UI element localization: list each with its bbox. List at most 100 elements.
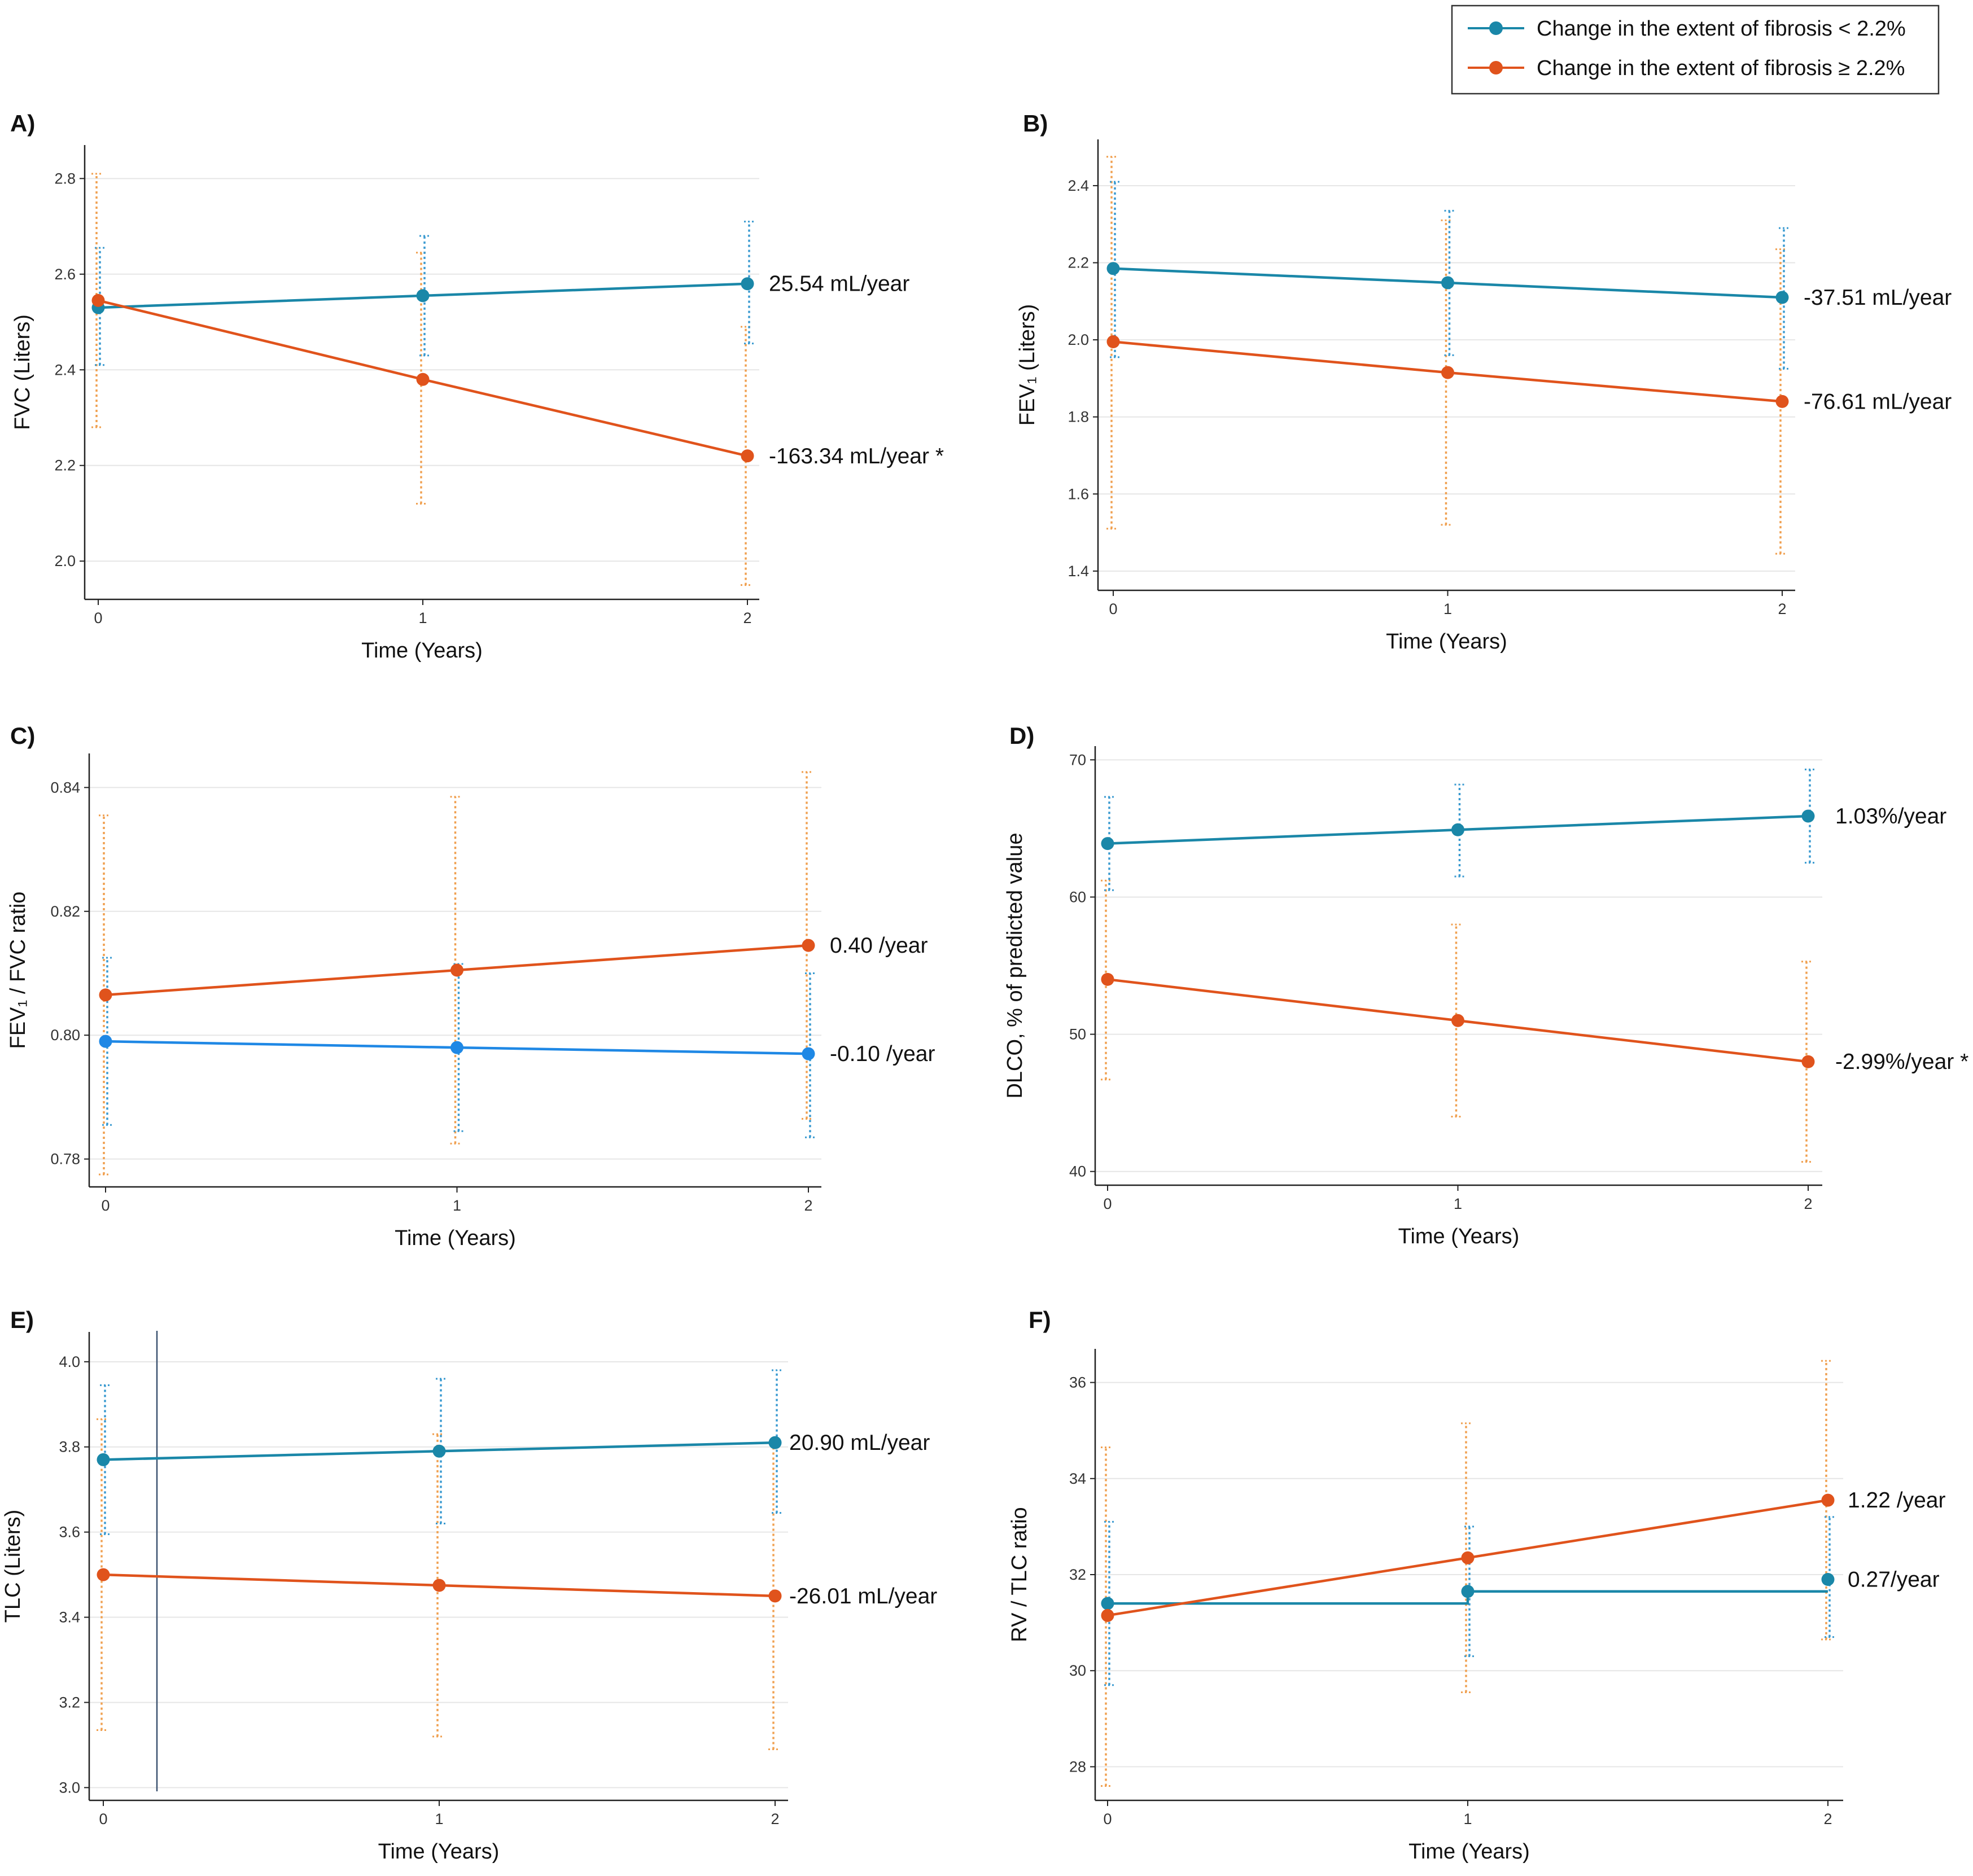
data-point-high bbox=[1441, 366, 1454, 379]
panel-label: E) bbox=[10, 1307, 34, 1333]
panel-b: 1.4 1.6 1.8 2.0 2.2 2.4 0 1 2 Time (Years) FEV₁ (L… bbox=[1016, 110, 1952, 654]
data-point-high bbox=[802, 939, 815, 952]
slope-label-high: 1.22 /year bbox=[1848, 1488, 1945, 1513]
data-point-low bbox=[802, 1047, 815, 1060]
y-axis-title: FEV₁ (Liters) bbox=[1016, 304, 1039, 426]
y-axis-title: FEV₁ / FVC ratio bbox=[6, 892, 30, 1049]
data-point-high bbox=[1101, 972, 1114, 986]
y-tick-label: 2.6 bbox=[54, 266, 76, 283]
data-point-low bbox=[1106, 262, 1120, 275]
y-axis-title: TLC (Liters) bbox=[1, 1510, 25, 1623]
panel-e: 3.0 3.2 3.4 3.6 3.8 4.0 0 1 2 Time (Years) TLC (Li… bbox=[1, 1307, 937, 1864]
x-tick-label: 1 bbox=[1463, 1811, 1472, 1827]
data-point-high bbox=[99, 988, 112, 1002]
y-tick-label: 0.78 bbox=[50, 1151, 80, 1168]
x-axis-title: Time (Years) bbox=[378, 1840, 500, 1864]
panel-label: B) bbox=[1023, 110, 1048, 137]
panel-d: 40 50 60 70 0 1 2 Time (Years) DLCO, % of predic… bbox=[1003, 722, 1968, 1248]
panel-label: F) bbox=[1029, 1307, 1051, 1333]
panel-f: 28 30 32 34 36 0 1 2 Time (Years) RV / TLC ratio F… bbox=[1008, 1307, 1945, 1864]
slope-label-low: 0.27/year bbox=[1848, 1568, 1940, 1592]
x-tick-label: 1 bbox=[418, 610, 427, 626]
y-tick-label: 40 bbox=[1069, 1163, 1086, 1180]
slope-label-low: 25.54 mL/year bbox=[769, 272, 909, 296]
y-tick-label: 1.6 bbox=[1068, 485, 1089, 502]
x-axis-title: Time (Years) bbox=[361, 639, 483, 663]
y-tick-label: 2.4 bbox=[1068, 177, 1089, 194]
x-tick-label: 0 bbox=[1103, 1811, 1112, 1827]
data-point-low bbox=[450, 1041, 463, 1054]
data-point-high bbox=[91, 293, 105, 307]
x-tick-label: 0 bbox=[94, 610, 102, 626]
y-tick-label: 3.2 bbox=[59, 1694, 80, 1711]
data-point-low bbox=[432, 1444, 446, 1458]
y-tick-label: 34 bbox=[1069, 1470, 1086, 1487]
y-tick-label: 3.8 bbox=[59, 1439, 80, 1456]
y-tick-label: 4.0 bbox=[59, 1353, 80, 1370]
data-point-low bbox=[99, 1035, 112, 1048]
slope-label-low: 1.03%/year bbox=[1835, 804, 1946, 829]
data-point-low bbox=[1775, 291, 1789, 304]
y-tick-label: 2.0 bbox=[54, 553, 76, 569]
data-point-high bbox=[1461, 1551, 1475, 1564]
y-tick-label: 60 bbox=[1069, 888, 1086, 905]
legend-marker-1 bbox=[1489, 61, 1503, 74]
x-axis-title: Time (Years) bbox=[395, 1226, 516, 1250]
data-point-high bbox=[1451, 1014, 1464, 1027]
data-point-high bbox=[1821, 1493, 1835, 1507]
y-tick-label: 2.8 bbox=[54, 170, 76, 187]
data-point-low bbox=[1441, 276, 1454, 290]
y-axis-title: RV / TLC ratio bbox=[1008, 1507, 1031, 1642]
panel-a: 2.0 2.2 2.4 2.6 2.8 0 1 2 Time (Years) FVC (Liter… bbox=[10, 110, 944, 663]
y-tick-label: 1.8 bbox=[1068, 409, 1089, 426]
data-point-low bbox=[1461, 1585, 1475, 1598]
data-point-low bbox=[768, 1436, 782, 1449]
y-tick-label: 0.80 bbox=[50, 1027, 80, 1044]
slope-label-high: -76.61 mL/year bbox=[1804, 389, 1952, 414]
x-tick-label: 2 bbox=[743, 610, 751, 626]
x-tick-label: 1 bbox=[1443, 601, 1452, 617]
y-tick-label: 32 bbox=[1069, 1566, 1086, 1583]
y-axis-title: FVC (Liters) bbox=[11, 314, 34, 430]
data-point-low bbox=[1101, 1597, 1114, 1610]
y-tick-label: 50 bbox=[1069, 1026, 1086, 1043]
slope-label-low: -37.51 mL/year bbox=[1804, 286, 1952, 310]
slope-label-high: 0.40 /year bbox=[830, 933, 928, 958]
y-tick-label: 3.4 bbox=[59, 1609, 80, 1626]
x-tick-label: 2 bbox=[1804, 1195, 1812, 1212]
x-tick-label: 0 bbox=[1109, 601, 1117, 617]
x-tick-label: 2 bbox=[1823, 1811, 1832, 1827]
panel-c: 0.78 0.80 0.82 0.84 0 1 2 Time (Years) FEV₁ / FV… bbox=[6, 722, 935, 1250]
x-tick-label: 1 bbox=[1454, 1195, 1462, 1212]
data-point-high bbox=[1801, 1055, 1815, 1068]
x-tick-label: 2 bbox=[771, 1811, 779, 1827]
y-tick-label: 2.4 bbox=[54, 361, 76, 378]
legend-entry-1: Change in the extent of fibrosis ≥ 2.2% bbox=[1537, 56, 1905, 80]
panel-label: A) bbox=[10, 110, 35, 137]
y-tick-label: 2.0 bbox=[1068, 331, 1089, 348]
legend-marker-0 bbox=[1489, 21, 1503, 35]
data-point-low bbox=[741, 277, 754, 291]
y-tick-label: 28 bbox=[1069, 1758, 1086, 1775]
y-axis-title: DLCO, % of predicted value bbox=[1003, 832, 1027, 1098]
y-tick-label: 0.84 bbox=[50, 779, 80, 796]
y-tick-label: 0.82 bbox=[50, 903, 80, 920]
data-point-high bbox=[1106, 335, 1120, 349]
legend-box bbox=[1451, 5, 1940, 95]
slope-label-low: -0.10 /year bbox=[830, 1042, 935, 1066]
data-point-high bbox=[97, 1568, 110, 1581]
slope-label-high: -26.01 mL/year bbox=[789, 1584, 937, 1608]
x-tick-label: 2 bbox=[1778, 601, 1786, 617]
x-axis-title: Time (Years) bbox=[1398, 1225, 1520, 1248]
legend-entry-0: Change in the extent of fibrosis < 2.2% bbox=[1537, 17, 1906, 41]
x-tick-label: 1 bbox=[435, 1811, 443, 1827]
y-tick-label: 36 bbox=[1069, 1374, 1086, 1391]
y-tick-label: 70 bbox=[1069, 751, 1086, 768]
chart-panels: 2.0 2.2 2.4 2.6 2.8 0 1 2 Time (Years) FVC (Liter… bbox=[1, 110, 1968, 1864]
data-point-low bbox=[416, 289, 430, 303]
legend: Change in the extent of fibrosis < 2.2% C… bbox=[1451, 5, 1940, 95]
y-tick-label: 30 bbox=[1069, 1662, 1086, 1679]
data-point-high bbox=[741, 449, 754, 463]
panel-label: D) bbox=[1009, 722, 1034, 749]
